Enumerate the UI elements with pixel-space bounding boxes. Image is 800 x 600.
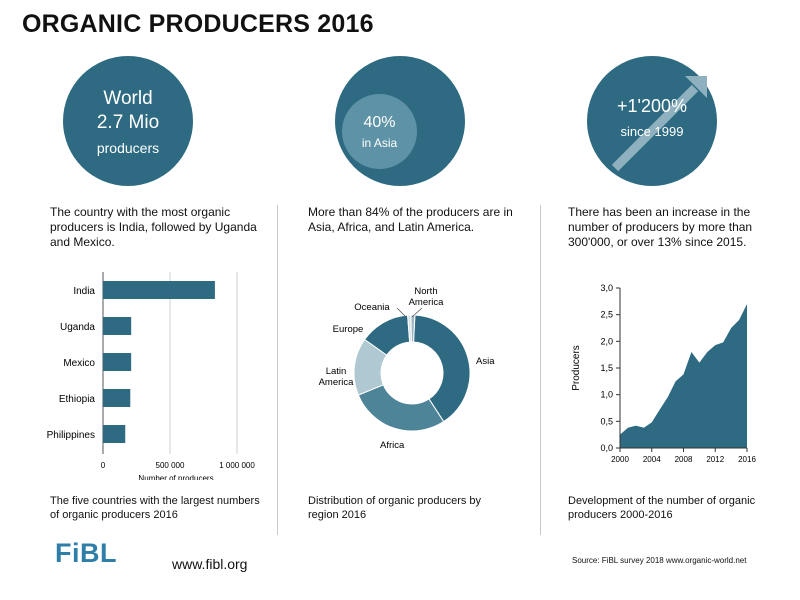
- y-axis-label: Producers: [571, 345, 582, 391]
- panel-3-caption: Development of the number of organic pro…: [568, 495, 756, 521]
- bar: [103, 317, 132, 335]
- top-countries-bar-chart: India Uganda Mexico Ethiopia Philippines 0 500…: [47, 272, 255, 480]
- y-tick-label: 3,0: [600, 283, 613, 293]
- panel-1-description: The country with the most organic produc…: [50, 205, 257, 249]
- growth-percent: +1'200%: [617, 96, 687, 116]
- donut-label: Latin: [326, 366, 347, 377]
- leader-line: [411, 307, 423, 318]
- bar: [103, 389, 131, 407]
- x-tick-label: 0: [101, 461, 106, 470]
- growth-circle: +1'200% since 1999: [587, 56, 717, 186]
- producers-area-chart: 0,0 0,5 1,0 1,5 2,0 2,5 3,0 2000 2004 2008 2012 201…: [571, 283, 756, 464]
- bar: [103, 353, 132, 371]
- panel-2-caption: Distribution of organic producers by reg…: [308, 495, 482, 521]
- fibl-logo: FiBL: [55, 538, 117, 568]
- x-axis-label: Number of producers: [138, 474, 213, 480]
- leader-line: [396, 307, 407, 318]
- x-tick-label: 2000: [611, 455, 629, 464]
- x-tick-label: 2012: [706, 455, 724, 464]
- circle-line-2: 2.7 Mio: [96, 112, 160, 133]
- bar-category-label: India: [73, 286, 95, 297]
- asia-label: in Asia: [361, 136, 398, 150]
- circle-line-1: World: [103, 88, 153, 109]
- asia-inner-circle: [342, 94, 417, 169]
- donut-slice-north-america: [410, 314, 416, 343]
- circle-line-3: producers: [96, 140, 160, 156]
- page-title: ORGANIC PRODUCERS 2016: [22, 10, 374, 38]
- donut-label: Europe: [333, 324, 364, 335]
- asia-percent: 40%: [363, 114, 396, 131]
- panel-1-caption: The five countries with the largest numb…: [50, 495, 260, 521]
- bar-category-label: Mexico: [63, 358, 95, 369]
- regions-donut-chart: AsiaAfricaLatinAmericaEuropeOceaniaNorth…: [319, 286, 496, 450]
- y-tick-label: 0,0: [600, 443, 613, 453]
- panel-3-description: There has been an increase in the number…: [568, 205, 753, 249]
- y-tick-label: 1,0: [600, 390, 613, 400]
- x-tick-label: 500 000: [156, 461, 185, 470]
- x-tick-label: 2008: [675, 455, 693, 464]
- donut-label: Asia: [476, 356, 495, 367]
- x-tick-label: 1 000 000: [219, 461, 255, 470]
- donut-label: America: [319, 377, 355, 388]
- bar-category-label: Philippines: [47, 430, 95, 441]
- y-tick-label: 1,5: [600, 363, 613, 373]
- x-tick-label: 2016: [738, 455, 756, 464]
- bar-category-label: Ethiopia: [59, 394, 96, 405]
- donut-slice-africa: [357, 384, 445, 432]
- donut-slice-asia: [413, 314, 471, 423]
- donut-label: Africa: [380, 440, 405, 450]
- divider-left: [277, 205, 278, 535]
- world-producers-circle: World 2.7 Mio producers: [63, 56, 193, 186]
- donut-label: America: [409, 297, 445, 308]
- growth-arrow-icon: [611, 76, 707, 172]
- source-note: Source: FiBL survey 2018 www.organic-wor…: [572, 556, 747, 565]
- growth-since: since 1999: [620, 124, 684, 139]
- bar-category-label: Uganda: [60, 322, 95, 333]
- divider-right: [540, 205, 541, 535]
- x-tick-label: 2004: [643, 455, 661, 464]
- y-tick-label: 2,5: [600, 310, 613, 320]
- area-series: [620, 304, 747, 448]
- bar: [103, 281, 215, 299]
- donut-label: North: [414, 286, 437, 297]
- y-tick-label: 2,0: [600, 336, 613, 346]
- donut-label: Oceania: [354, 302, 390, 313]
- fibl-url[interactable]: www.fibl.org: [172, 556, 248, 572]
- asia-share-circle: 40% in Asia: [335, 56, 465, 186]
- y-tick-label: 0,5: [600, 416, 613, 426]
- panel-2-description: More than 84% of the producers are in As…: [308, 205, 513, 234]
- bar: [103, 425, 126, 443]
